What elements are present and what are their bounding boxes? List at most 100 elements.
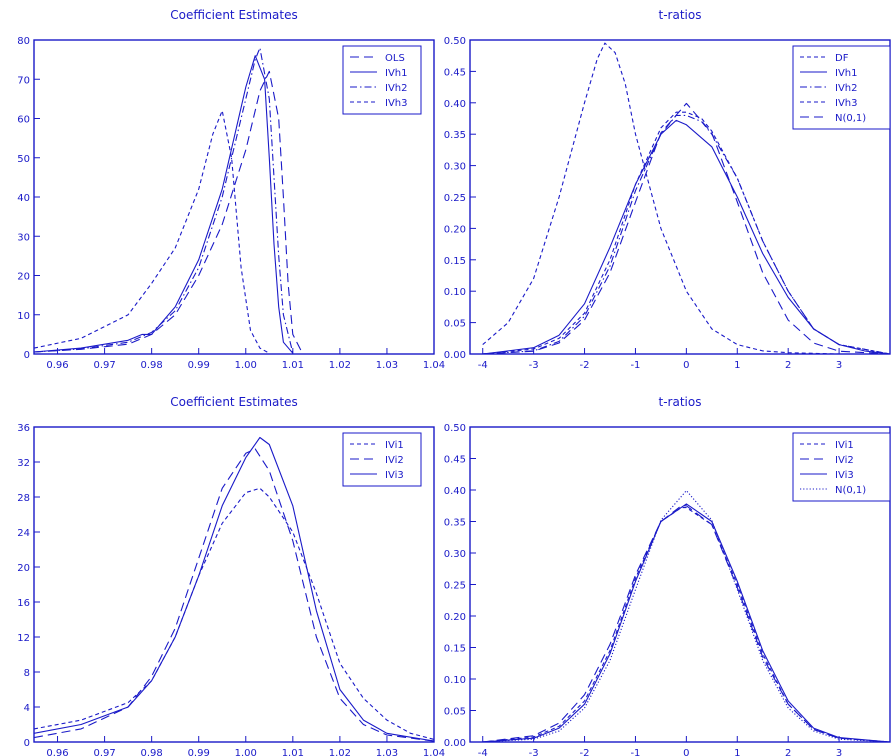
series-line-1 <box>482 507 890 742</box>
y-tick-label: 4 <box>24 703 30 714</box>
y-tick-label: 0 <box>24 350 30 361</box>
legend-label: IVi2 <box>835 455 854 466</box>
y-tick-label: 36 <box>17 423 30 434</box>
series-line-2 <box>34 448 434 742</box>
x-tick-label: 1.02 <box>329 360 351 371</box>
x-tick-label: 1.01 <box>282 748 304 756</box>
x-tick-label: 1 <box>734 360 740 371</box>
legend-label: IVh1 <box>835 68 858 79</box>
legend-label: IVi3 <box>835 470 854 481</box>
y-tick-label: 0.50 <box>444 423 466 434</box>
x-tick-label: -1 <box>630 748 640 756</box>
x-tick-label: -4 <box>478 360 488 371</box>
y-tick-label: 0.05 <box>444 319 466 330</box>
y-tick-label: 0.00 <box>444 738 466 749</box>
plot-frame <box>33 426 435 743</box>
x-tick-label: 0 <box>683 360 689 371</box>
x-tick-label: 1.01 <box>282 360 304 371</box>
x-tick-label: -2 <box>580 360 590 371</box>
y-tick-label: 50 <box>17 154 30 165</box>
y-tick-label: 20 <box>17 272 30 283</box>
series-line-2 <box>34 55 294 354</box>
x-tick-label: 0.99 <box>188 748 210 756</box>
series-line-4 <box>482 490 890 742</box>
x-tick-label: 3 <box>836 748 842 756</box>
chart-title: Coefficient Estimates <box>170 8 297 22</box>
x-tick-label: -3 <box>529 360 539 371</box>
y-tick-label: 32 <box>17 458 30 469</box>
y-tick-label: 24 <box>17 528 30 539</box>
x-tick-label: 0.98 <box>141 748 163 756</box>
y-tick-label: 0.30 <box>444 162 466 173</box>
x-tick-label: 3 <box>836 360 842 371</box>
legend-label: DF <box>835 53 849 64</box>
x-tick-label: 2 <box>785 748 791 756</box>
series-line-4 <box>482 111 890 354</box>
x-tick-label: 1 <box>734 748 740 756</box>
x-tick-label: 1.04 <box>423 360 445 371</box>
x-tick-label: 1.00 <box>235 360 257 371</box>
legend-label: IVh1 <box>385 68 408 79</box>
chart-panel-3: Coefficient Estimates 0 4 8 12 16 20 24 28 32 36 0.… <box>17 395 445 756</box>
y-tick-label: 0.25 <box>444 193 466 204</box>
x-tick-label: 2 <box>785 360 791 371</box>
y-tick-label: 0.40 <box>444 486 466 497</box>
y-tick-label: 80 <box>17 36 30 47</box>
legend-label: OLS <box>385 53 405 64</box>
x-tick-label: 1.00 <box>235 748 257 756</box>
x-tick-label: 1.03 <box>376 748 398 756</box>
series-line-3 <box>482 503 890 742</box>
y-tick-label: 0.40 <box>444 99 466 110</box>
y-tick-label: 0.45 <box>444 67 466 78</box>
legend-label: IVi3 <box>385 470 404 481</box>
y-tick-label: 28 <box>17 493 30 504</box>
x-tick-label: 0.96 <box>46 360 68 371</box>
y-tick-label: 0.05 <box>444 707 466 718</box>
legend-label: IVi1 <box>835 440 854 451</box>
y-tick-label: 0.20 <box>444 224 466 235</box>
series-line-2 <box>482 119 890 354</box>
chart-title: t-ratios <box>659 395 702 409</box>
series-line-1 <box>482 42 840 354</box>
x-tick-label: -4 <box>478 748 488 756</box>
x-tick-label: -3 <box>529 748 539 756</box>
y-tick-label: 60 <box>17 115 30 126</box>
y-tick-label: 0.15 <box>444 256 466 267</box>
y-tick-label: 0.45 <box>444 455 466 466</box>
y-tick-label: 0.35 <box>444 518 466 529</box>
chart-title: Coefficient Estimates <box>170 395 297 409</box>
legend-box <box>342 45 422 115</box>
series-line-3 <box>34 47 294 353</box>
y-tick-label: 0.30 <box>444 549 466 560</box>
series-line-3 <box>482 114 890 354</box>
chart-panel-2: t-ratios 0.00 0.05 0.10 0.15 0.20 0.25 0.30 0.35… <box>444 8 891 371</box>
legend-label: N(0,1) <box>835 485 866 496</box>
y-tick-label: 8 <box>24 668 30 679</box>
legend-label: IVh2 <box>385 83 408 94</box>
y-tick-label: 16 <box>17 598 30 609</box>
series-line-4 <box>34 110 270 354</box>
chart-title: t-ratios <box>659 8 702 22</box>
legend-label: IVh3 <box>835 98 858 109</box>
legend-box <box>792 45 891 130</box>
y-tick-label: 0.25 <box>444 581 466 592</box>
series-line-1 <box>34 487 434 740</box>
y-tick-label: 70 <box>17 75 30 86</box>
y-tick-label: 0.10 <box>444 287 466 298</box>
y-tick-label: 12 <box>17 633 30 644</box>
y-tick-label: 0 <box>24 738 30 749</box>
y-tick-label: 0.15 <box>444 644 466 655</box>
y-tick-label: 20 <box>17 563 30 574</box>
series-line-1 <box>34 70 303 354</box>
series-line-2 <box>482 505 890 742</box>
x-tick-label: 0.96 <box>46 748 68 756</box>
chart-panel-4: t-ratios 0.00 0.05 0.10 0.15 0.20 0.25 0.30 0.35… <box>444 395 891 756</box>
x-tick-label: 1.03 <box>376 360 398 371</box>
y-tick-label: 0.00 <box>444 350 466 361</box>
y-tick-label: 0.35 <box>444 130 466 141</box>
chart-panel-1: Coefficient Estimates 0 10 20 30 40 50 60 70 80 0.… <box>17 8 445 371</box>
x-tick-label: 1.02 <box>329 748 351 756</box>
y-tick-label: 0.50 <box>444 36 466 47</box>
legend-label: IVi1 <box>385 440 404 451</box>
